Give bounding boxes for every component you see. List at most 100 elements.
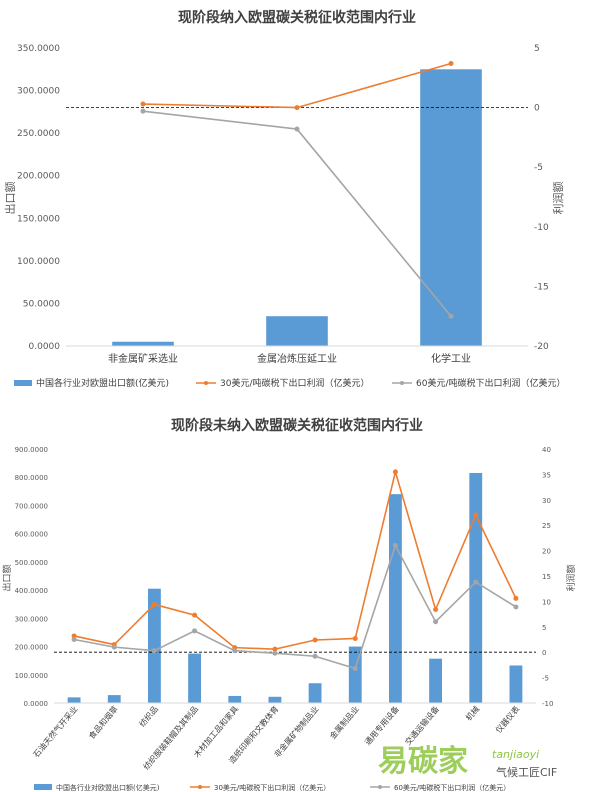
y2-tick-label: 10 [542, 598, 551, 606]
legend-swatch-marker [198, 785, 202, 789]
series-point [433, 607, 439, 613]
legend-swatch-marker [378, 785, 382, 789]
x-category-label: 食品和烟草 [86, 704, 119, 741]
y2-tick-label: 20 [542, 548, 551, 556]
y2-tick-label: 25 [542, 522, 551, 530]
legend-label: 30美元/吨碳税下出口利润（亿美元） [214, 783, 330, 792]
legend-swatch-bar [14, 380, 32, 386]
y-tick-label: 300.0000 [17, 87, 60, 97]
series-line [73, 543, 517, 670]
series-point [448, 60, 454, 66]
y2-tick-label: 35 [542, 471, 551, 479]
x-category-label: 通用专用设备 [362, 704, 401, 747]
y2-tick-label: 30 [542, 497, 551, 505]
chart-top: 现阶段纳入欧盟碳关税征收范围内行业 出口额 利润额 0.0000 50.0000 1… [3, 9, 566, 389]
legend-label: 中国各行业对欧盟出口额(亿美元) [36, 377, 169, 389]
y-tick-label: 900.0000 [15, 446, 48, 454]
series-point [312, 637, 318, 643]
legend-label: 60美元/吨碳税下出口利润（亿美元） [394, 783, 510, 792]
legend-label: 中国各行业对欧盟出口额(亿美元) [56, 783, 160, 792]
y2-tick-label: -5 [542, 675, 549, 683]
y2-tick-label: -20 [534, 342, 549, 352]
y2-tick-label: 5 [534, 44, 540, 54]
x-category-label: 纺织品 [137, 704, 160, 729]
series-point [433, 619, 439, 625]
series-point [473, 512, 479, 518]
bar [388, 494, 402, 703]
y2-tick-label: -10 [542, 700, 553, 708]
y-tick-label: 200.0000 [17, 172, 60, 182]
legend-label: 60美元/吨碳税下出口利润（亿美元） [416, 377, 566, 389]
y-tick-label: 300.0000 [15, 615, 48, 623]
watermark-logo-text: 易碳家 [378, 744, 468, 779]
legend-swatch-marker [204, 381, 208, 385]
bar [308, 683, 322, 703]
bar [266, 316, 328, 346]
series-point [513, 595, 519, 601]
series-point [513, 604, 519, 610]
series-point [448, 313, 454, 319]
series-point [232, 648, 238, 654]
legend-label: 30美元/吨碳税下出口利润（亿美元） [220, 377, 370, 389]
series-point [140, 108, 146, 114]
legend-swatch-bar [34, 784, 52, 790]
y-tick-label: 150.0000 [17, 214, 60, 224]
bar [509, 665, 523, 703]
series-point [71, 633, 77, 639]
y2-tick-label: -5 [534, 163, 543, 173]
x-category-label: 交通运输设备 [403, 704, 442, 747]
y-axis-label: 出口额 [3, 182, 17, 215]
y-tick-label: 500.0000 [15, 559, 48, 567]
watermark: 易碳家 tanjiaoyi 气候工匠CIF [378, 744, 557, 779]
series-line [142, 110, 452, 317]
chart-title: 现阶段纳入欧盟碳关税征收范围内行业 [178, 9, 416, 26]
bar [228, 695, 242, 703]
bar [268, 696, 282, 703]
y2-axis-label: 利润额 [551, 182, 565, 215]
y-tick-label: 0.0000 [24, 700, 49, 708]
series-point [151, 648, 157, 654]
bar [188, 653, 202, 703]
series-point [272, 650, 278, 656]
x-category-label: 化学工业 [431, 352, 471, 365]
y-tick-label: 700.0000 [15, 502, 48, 510]
y2-tick-label: -15 [534, 282, 549, 292]
series-line [73, 468, 517, 650]
x-category-label: 非金属矿物制品业 [272, 704, 321, 759]
legend-swatch-marker [400, 381, 404, 385]
bar [67, 697, 81, 703]
y-axis-label: 出口额 [1, 564, 13, 591]
y2-tick-label: 15 [542, 573, 551, 581]
y2-tick-label: 40 [542, 446, 551, 454]
y2-tick-label: -10 [534, 223, 549, 233]
x-category-label: 石油天然气开采业 [31, 704, 80, 759]
series-point [312, 653, 318, 659]
series-point [294, 126, 300, 132]
y-tick-label: 400.0000 [15, 587, 48, 595]
x-category-label: 机械 [463, 704, 481, 723]
series-point [473, 579, 479, 585]
y-tick-label: 250.0000 [17, 129, 60, 139]
bar [420, 69, 482, 347]
series-point [392, 543, 398, 549]
y2-axis-label: 利润额 [565, 564, 577, 591]
series-point [294, 105, 300, 111]
series-point [352, 665, 358, 671]
y-tick-label: 200.0000 [15, 644, 48, 652]
series-point [392, 469, 398, 475]
y2-tick-label: 0 [542, 649, 546, 657]
bar [469, 472, 483, 703]
x-category-label: 金属制品业 [327, 704, 360, 741]
series-point [192, 628, 198, 634]
bar [107, 695, 121, 703]
bar [147, 588, 161, 703]
x-category-label: 非金属矿采选业 [108, 352, 178, 365]
y2-tick-label: 5 [542, 624, 546, 632]
y2-tick-label: 0 [534, 104, 540, 114]
bar [112, 341, 174, 346]
series-point [140, 101, 146, 107]
x-category-label: 仪器仪表 [493, 704, 521, 735]
y-tick-label: 800.0000 [15, 474, 48, 482]
series-line [142, 62, 452, 109]
